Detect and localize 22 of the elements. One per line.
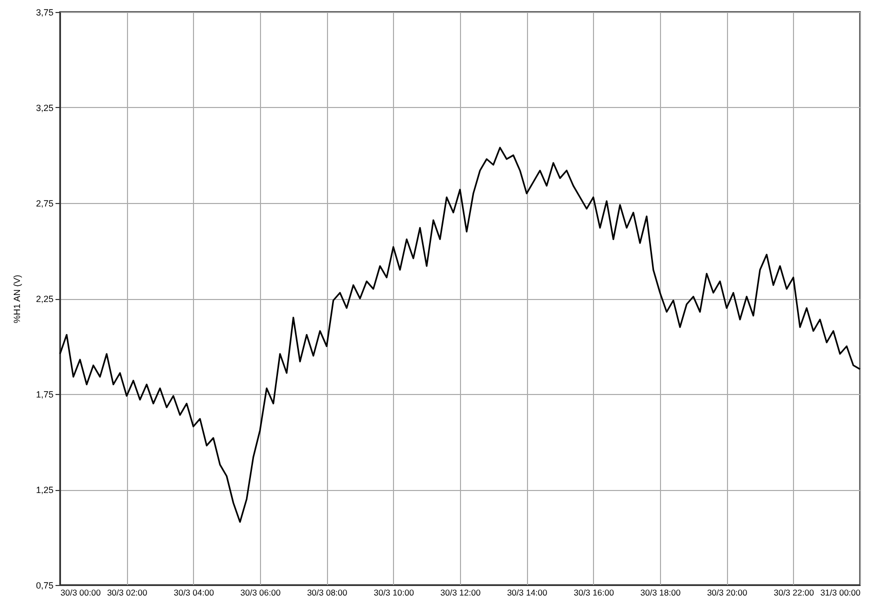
y-tick-label: 1,25 xyxy=(36,485,54,495)
x-tick-label: 30/3 20:00 xyxy=(707,588,748,598)
y-tick-label: 3,75 xyxy=(36,8,54,18)
y-axis-title: %H1 AN (V) xyxy=(12,274,22,324)
y-tick-label: 2,75 xyxy=(36,198,54,208)
x-tick-label: 30/3 04:00 xyxy=(174,588,214,598)
x-tick-label: 30/3 02:00 xyxy=(107,588,148,598)
x-tick-label: 30/3 08:00 xyxy=(307,588,348,598)
x-tick-label: 30/3 12:00 xyxy=(440,588,481,598)
y-tick-label: 3,25 xyxy=(36,103,54,113)
x-tick-label: 30/3 16:00 xyxy=(574,588,614,598)
x-tick-label: 30/3 14:00 xyxy=(507,588,548,598)
y-tick-label: 2,25 xyxy=(36,294,54,304)
x-tick-label: 30/3 00:00 xyxy=(60,588,101,598)
x-tick-label: 31/3 00:00 xyxy=(820,588,861,598)
line-series xyxy=(59,146,861,523)
x-tick-label: 30/3 18:00 xyxy=(640,588,681,598)
x-tick-label: 30/3 10:00 xyxy=(374,588,414,598)
y-tick-label: 1,75 xyxy=(36,390,54,400)
x-tick-label: 30/3 06:00 xyxy=(240,588,281,598)
x-tick-label: 30/3 22:00 xyxy=(774,588,814,598)
y-tick-label: 0,75 xyxy=(36,580,54,590)
